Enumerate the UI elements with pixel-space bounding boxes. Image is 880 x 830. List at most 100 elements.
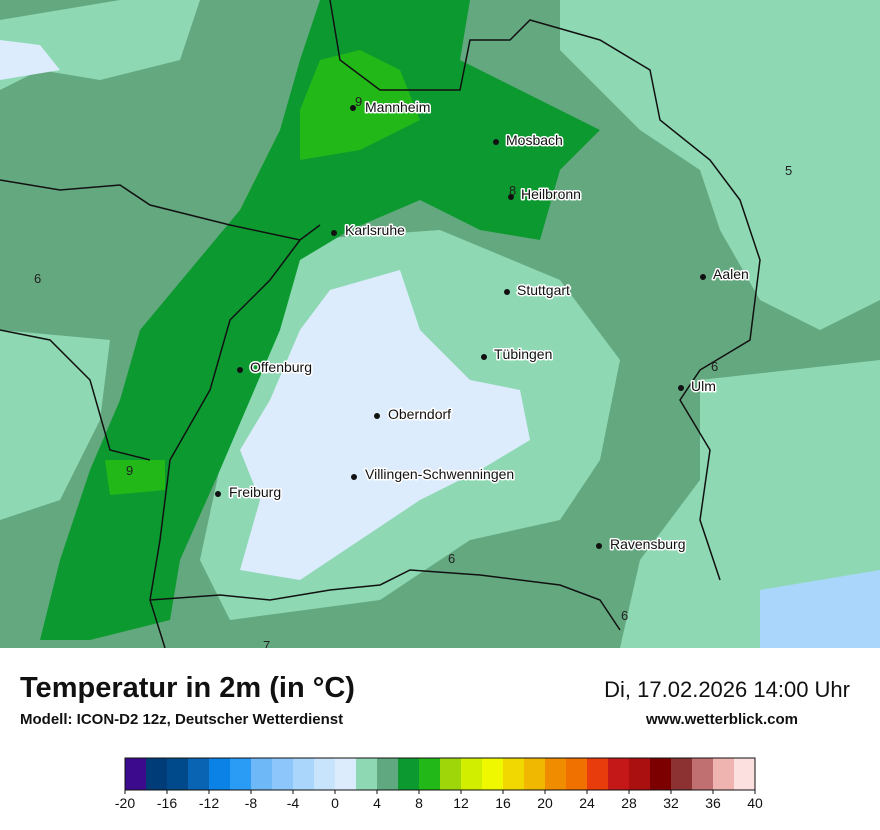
color-step [188, 758, 210, 790]
city-label: Freiburg [229, 484, 281, 500]
city-label: Heilbronn [521, 186, 581, 202]
color-step [251, 758, 273, 790]
color-step [356, 758, 378, 790]
contour-labels: 9 8 5 6 6 9 6 6 7 [34, 94, 792, 648]
city-label: Mannheim [365, 99, 430, 115]
cities: Mannheim Mosbach Heilbronn Karlsruhe Stu… [215, 98, 750, 554]
contour-label: 6 [448, 551, 455, 566]
city-dot [700, 274, 706, 280]
city-label: Karlsruhe [345, 222, 405, 238]
color-step [146, 758, 168, 790]
colorbar-frame [124, 757, 756, 791]
tick-label: -16 [157, 795, 177, 811]
city-dot [493, 139, 499, 145]
color-step [167, 758, 189, 790]
warm-area [560, 0, 880, 330]
color-step [440, 758, 462, 790]
city-label: Mosbach [506, 132, 563, 148]
warm-area [0, 330, 110, 520]
city-label: Stuttgart [517, 282, 570, 298]
color-step [566, 758, 588, 790]
tick-label: -8 [245, 795, 258, 811]
tick-label: 40 [747, 795, 763, 811]
tick-label: 36 [705, 795, 721, 811]
color-step [650, 758, 672, 790]
color-step [608, 758, 630, 790]
color-step [482, 758, 504, 790]
tick-label: 4 [373, 795, 381, 811]
subtitle: Modell: ICON-D2 12z, Deutscher Wetterdie… [20, 711, 344, 728]
city-dot [331, 230, 337, 236]
color-step [692, 758, 714, 790]
color-step [209, 758, 231, 790]
datetime: Di, 17.02.2026 14:00 Uhr [604, 677, 850, 702]
cold-area [760, 570, 880, 648]
tick-label: 12 [453, 795, 469, 811]
city-dot [351, 474, 357, 480]
cold-area [240, 270, 530, 580]
contour-label: 6 [34, 271, 41, 286]
tick-label: 32 [663, 795, 679, 811]
city-dot [678, 385, 684, 391]
border [0, 329, 151, 461]
tick-label: 24 [579, 795, 595, 811]
peak-area [300, 50, 420, 160]
color-step [230, 758, 252, 790]
contour-label: 9 [126, 463, 133, 478]
color-step [524, 758, 546, 790]
color-step [335, 758, 357, 790]
contour-label: 9 [355, 94, 362, 109]
color-step [272, 758, 294, 790]
contour-label: 6 [711, 359, 718, 374]
city-label: Tübingen [494, 346, 552, 362]
tick-label: -20 [115, 795, 135, 811]
tick-label: 8 [415, 795, 423, 811]
city-dot [504, 289, 510, 295]
color-step [629, 758, 651, 790]
tick-label: 16 [495, 795, 511, 811]
color-step [125, 758, 147, 790]
color-step [671, 758, 693, 790]
contour-label: 7 [263, 638, 270, 648]
city-dot [237, 367, 243, 373]
website: www.wetterblick.com [646, 711, 798, 728]
color-step [545, 758, 567, 790]
city-label: Aalen [713, 266, 749, 282]
city-dot [374, 413, 380, 419]
city-label: Oberndorf [388, 406, 451, 422]
tick-label: 20 [537, 795, 553, 811]
color-step [587, 758, 609, 790]
tick-label: 0 [331, 795, 339, 811]
tick-label: -4 [287, 795, 300, 811]
color-step [314, 758, 336, 790]
color-step [461, 758, 483, 790]
city-dot [481, 354, 487, 360]
city-label: Offenburg [250, 359, 312, 375]
cold-area [0, 40, 60, 80]
colorbar: -20 -16 -12 -8 -4 0 4 8 12 16 20 24 28 32 36 40 [115, 757, 763, 811]
border [329, 0, 761, 581]
contour-label: 5 [785, 163, 792, 178]
warm-area [620, 360, 880, 648]
city-label: Ravensburg [610, 536, 686, 552]
border [0, 179, 321, 648]
color-step [377, 758, 399, 790]
city-dot [215, 491, 221, 497]
city-dot [508, 194, 514, 200]
color-step [419, 758, 441, 790]
city-dot [350, 105, 356, 111]
color-step [713, 758, 735, 790]
city-label: Ulm [691, 378, 716, 394]
tick-label: -12 [199, 795, 219, 811]
title: Temperatur in 2m (in °C) [20, 672, 355, 704]
color-step [503, 758, 525, 790]
color-step [734, 758, 756, 790]
tick-label: 28 [621, 795, 637, 811]
peak-area [105, 460, 165, 495]
contour-label: 6 [621, 608, 628, 623]
warmest-area [40, 0, 600, 640]
color-step [398, 758, 420, 790]
map: Mannheim Mosbach Heilbronn Karlsruhe Stu… [0, 0, 880, 648]
city-label: Villingen-Schwenningen [365, 466, 514, 482]
